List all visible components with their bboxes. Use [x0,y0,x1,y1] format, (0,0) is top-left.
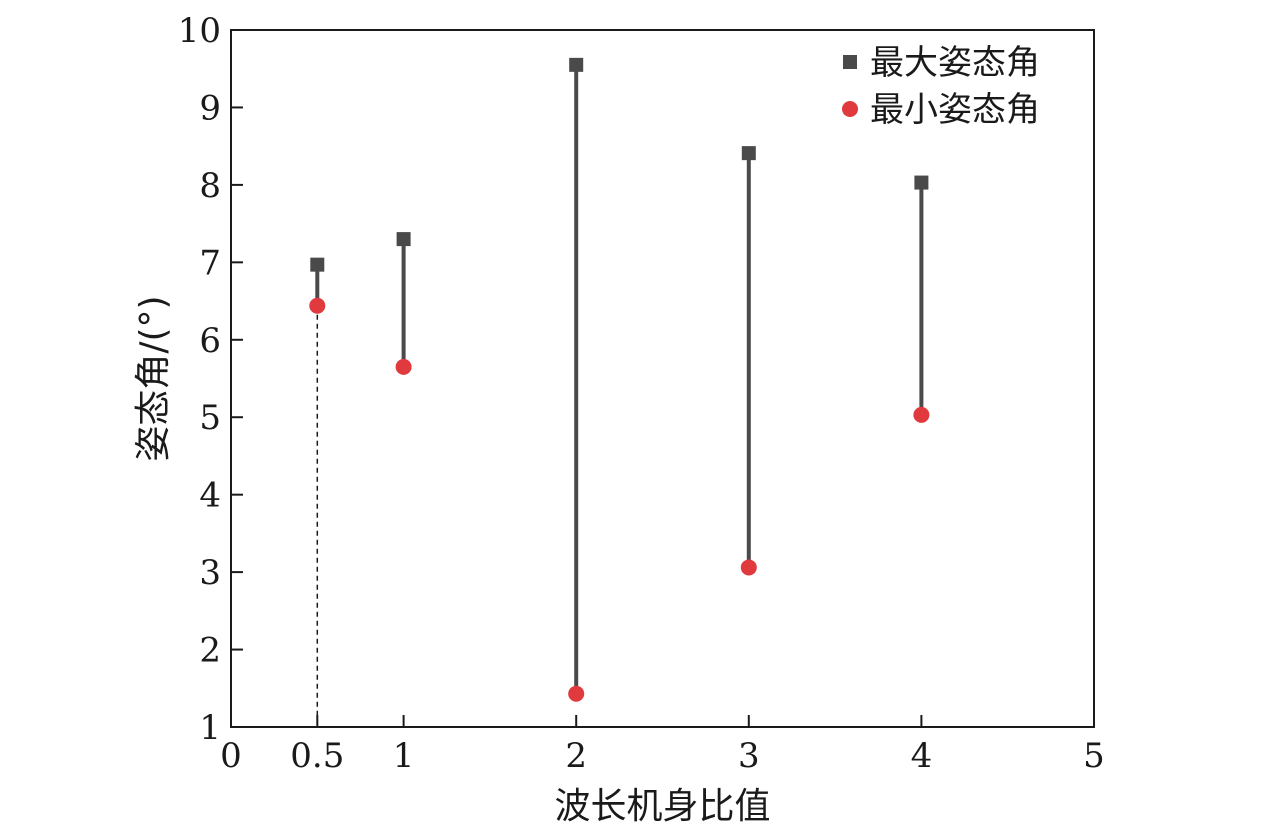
y-tick-label: 1 [199,708,221,748]
legend-label-max: 最大姿态角 [870,43,1040,83]
min-point [568,685,585,702]
min-point [395,358,412,375]
x-tick-label: 4 [911,736,933,776]
max-point [914,175,929,190]
y-tick-label: 5 [199,398,221,438]
legend-marker-max [843,55,857,69]
x-axis: 0 0.5 1 2 3 4 5 [220,715,1105,776]
x-tick-label: 5 [1083,736,1105,776]
x-tick-label: 3 [738,736,760,776]
x-tick-label: 2 [565,736,587,776]
max-point [310,257,325,272]
max-point [569,57,584,72]
y-tick-label: 8 [199,166,221,206]
max-point [741,146,756,161]
y-tick-label: 7 [199,243,221,283]
y-axis-title: 姿态角/(°) [133,295,174,461]
legend-label-min: 最小姿态角 [870,90,1040,130]
data-points [309,57,930,702]
x-axis-title: 波长机身比值 [554,786,770,827]
x-tick-label: 0 [220,736,242,776]
y-tick-label: 10 [178,11,221,51]
min-point [740,559,757,576]
plot-frame [230,29,1095,728]
y-axis: 1 2 3 4 5 6 7 8 9 10 [178,11,243,748]
x-tick-label: 0.5 [290,736,344,776]
range-lines [315,64,924,694]
y-tick-label: 6 [199,321,221,361]
y-tick-label: 2 [199,631,221,671]
max-point [396,232,411,247]
y-tick-label: 3 [199,553,221,593]
min-point [913,406,930,423]
y-tick-label: 4 [199,476,221,516]
min-point [309,297,326,314]
legend-marker-min [842,101,858,117]
y-tick-label: 9 [199,88,221,128]
x-tick-label: 1 [393,736,415,776]
